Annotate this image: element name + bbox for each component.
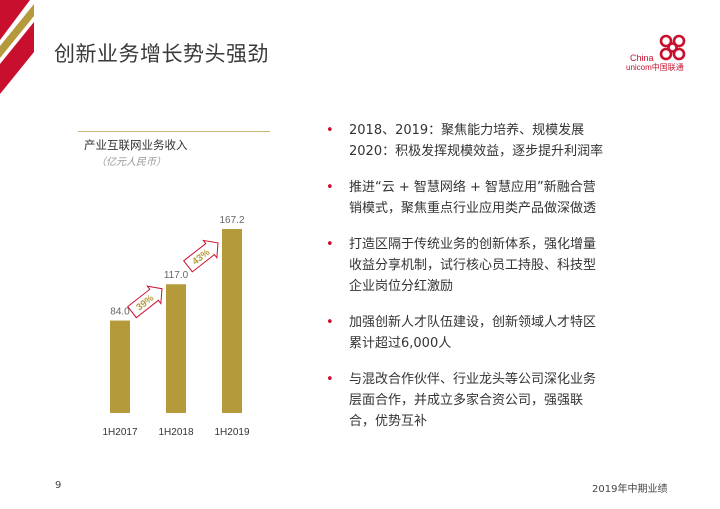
growth-arrow-icon: 39% xyxy=(127,285,163,319)
x-tick-label: 1H2017 xyxy=(102,427,137,438)
bullet-item: • 2018、2019：聚焦能力培养、规模发展 2020：积极发挥规模效益，逐步提升… xyxy=(323,120,663,162)
bullet-text-line: 合，优势互补 xyxy=(349,414,428,429)
corner-decoration xyxy=(0,0,34,94)
bullet-text-line: 2020：积极发挥规模效益，逐步提升利润率 xyxy=(349,144,604,159)
growth-arrow-shape xyxy=(127,285,163,319)
bullet-text-line: 加强创新人才队伍建设，创新领域人才特区 xyxy=(349,315,597,330)
unicom-knot-icon xyxy=(659,34,686,61)
bullet-item: • 与混改合作伙伴、行业龙头等公司深化业务 层面合作，并成立多家合资公司，强强联 合，… xyxy=(323,369,663,432)
bullet-dot-icon: • xyxy=(326,315,334,330)
bar-value-label: 84.0 xyxy=(110,307,130,318)
chart-title: 产业互联网业务收入 xyxy=(84,138,188,152)
chart-top-rule xyxy=(78,131,270,132)
bullet-item: • 推进“云 + 智慧网络 + 智慧应用”新融合营 销模式，聚焦重点行业应用类产品做… xyxy=(323,177,663,219)
bullet-text-line: 企业岗位分红激励 xyxy=(349,279,454,294)
bullet-dot-icon: • xyxy=(326,180,334,195)
x-tick-label: 1H2019 xyxy=(214,427,249,438)
x-tick-label: 1H2018 xyxy=(158,427,193,438)
bullet-text-line: 累计超过6,000人 xyxy=(349,336,452,351)
bullet-text-line: 打造区隔于传统业务的创新体系，强化增量 xyxy=(349,237,597,252)
bullet-text-line: 2018、2019：聚焦能力培养、规模发展 xyxy=(349,123,585,138)
bullet-item: • 加强创新人才队伍建设，创新领域人才特区 累计超过6,000人 xyxy=(323,312,663,354)
bullet-text-line: 收益分享机制，试行核心员工持股、科技型 xyxy=(349,258,597,273)
bar-value-label: 167.2 xyxy=(219,215,244,226)
logo-text-china: China xyxy=(630,53,654,63)
bullet-dot-icon: • xyxy=(326,372,334,387)
bar xyxy=(222,229,242,413)
bar xyxy=(166,284,186,413)
page-number: 9 xyxy=(55,480,62,491)
bullet-dot-icon: • xyxy=(326,123,334,138)
chart-subtitle: （亿元人民币） xyxy=(96,157,166,168)
bullet-text-line: 层面合作，并成立多家合资公司，强强联 xyxy=(349,393,584,408)
bar-value-label: 117.0 xyxy=(164,270,189,281)
china-unicom-logo: China unicom中国联通 xyxy=(624,34,696,78)
bullet-text-line: 与混改合作伙伴、行业龙头等公司深化业务 xyxy=(349,372,597,387)
footer-text: 2019年中期业绩 xyxy=(592,484,668,495)
growth-arrow-icon: 43% xyxy=(183,239,219,273)
bullet-text-line: 销模式，聚焦重点行业应用类产品做深做透 xyxy=(349,201,597,216)
logo-text-unicom: unicom中国联通 xyxy=(626,63,684,72)
bullet-item: • 打造区隔于传统业务的创新体系，强化增量 收益分享机制，试行核心员工持股、科技型企… xyxy=(323,234,663,297)
bullet-list: • 2018、2019：聚焦能力培养、规模发展 2020：积极发挥规模效益，逐步提升… xyxy=(323,120,663,447)
growth-arrow-shape xyxy=(183,239,219,273)
bullet-text-line: 推进“云 + 智慧网络 + 智慧应用”新融合营 xyxy=(349,180,596,195)
bar xyxy=(110,320,130,413)
revenue-bar-chart: 84.0 1H2017 117.0 1H2018 167.2 1H2019 39% 43% xyxy=(102,215,249,438)
bullet-dot-icon: • xyxy=(326,237,334,252)
slide-title: 创新业务增长势头强劲 xyxy=(54,42,269,66)
